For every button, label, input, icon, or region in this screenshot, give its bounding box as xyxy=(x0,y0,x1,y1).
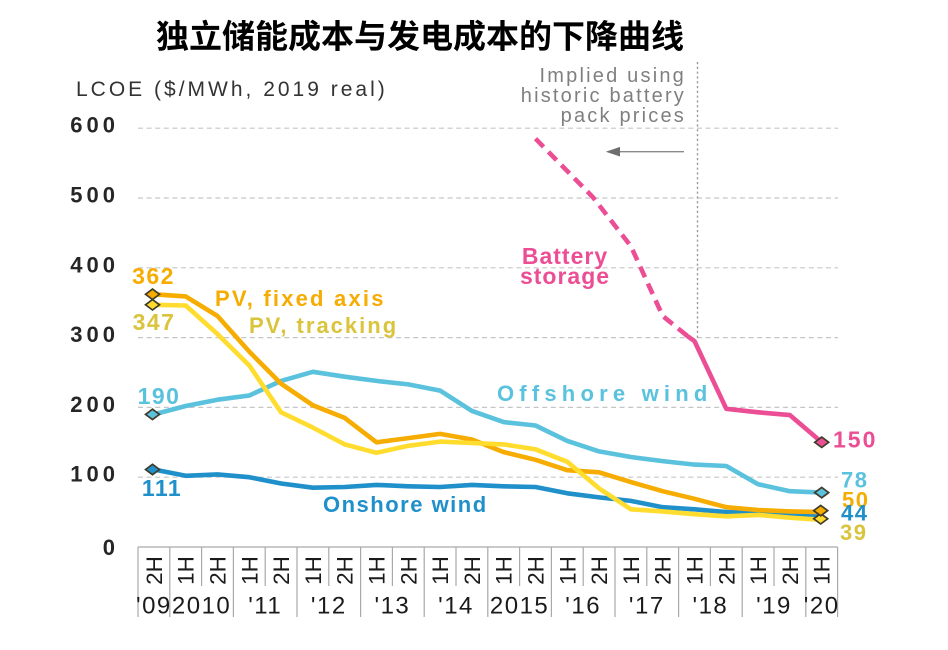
svg-text:190: 190 xyxy=(138,383,181,409)
svg-text:historic battery: historic battery xyxy=(521,85,686,107)
svg-text:2H: 2H xyxy=(714,556,739,585)
svg-text:1H: 1H xyxy=(683,556,708,585)
svg-text:'18: '18 xyxy=(693,593,729,620)
svg-text:1H: 1H xyxy=(746,556,771,585)
svg-text:2H: 2H xyxy=(269,556,294,585)
svg-text:362: 362 xyxy=(132,263,175,289)
svg-text:2H: 2H xyxy=(396,556,421,585)
svg-text:600: 600 xyxy=(70,113,119,138)
svg-text:'14: '14 xyxy=(438,593,474,620)
svg-text:2H: 2H xyxy=(460,556,485,585)
svg-text:Battery: Battery xyxy=(522,243,608,269)
svg-text:1H: 1H xyxy=(619,556,644,585)
svg-text:'16: '16 xyxy=(565,593,601,620)
svg-text:'17: '17 xyxy=(629,593,665,620)
svg-text:2010: 2010 xyxy=(172,593,231,620)
svg-text:Offshore wind: Offshore wind xyxy=(497,381,713,406)
svg-text:LCOE ($/MWh, 2019 real): LCOE ($/MWh, 2019 real) xyxy=(76,78,388,101)
svg-text:2H: 2H xyxy=(333,556,358,585)
svg-text:1H: 1H xyxy=(810,556,835,585)
svg-text:'09: '09 xyxy=(136,593,172,620)
svg-text:1H: 1H xyxy=(174,556,199,585)
svg-text:pack prices: pack prices xyxy=(561,105,686,127)
svg-text:'13: '13 xyxy=(375,593,411,620)
svg-text:300: 300 xyxy=(70,322,119,347)
svg-text:Implied using: Implied using xyxy=(540,65,686,87)
svg-text:storage: storage xyxy=(520,263,610,289)
svg-text:2H: 2H xyxy=(206,556,231,585)
svg-text:44: 44 xyxy=(841,501,868,526)
svg-text:'11: '11 xyxy=(248,593,282,620)
svg-text:2H: 2H xyxy=(524,556,549,585)
svg-text:1H: 1H xyxy=(365,556,390,585)
svg-text:500: 500 xyxy=(70,183,119,208)
svg-text:39: 39 xyxy=(840,520,867,545)
svg-text:0: 0 xyxy=(103,535,119,560)
svg-text:'20: '20 xyxy=(804,593,840,620)
svg-text:PV, fixed axis: PV, fixed axis xyxy=(215,286,386,311)
svg-text:1H: 1H xyxy=(237,556,262,585)
svg-text:'19: '19 xyxy=(756,593,792,620)
svg-text:2H: 2H xyxy=(778,556,803,585)
svg-text:Onshore wind: Onshore wind xyxy=(323,492,488,517)
svg-text:2015: 2015 xyxy=(490,593,549,620)
svg-text:'12: '12 xyxy=(311,593,347,620)
svg-text:150: 150 xyxy=(833,427,877,453)
svg-text:1H: 1H xyxy=(555,556,580,585)
svg-text:2H: 2H xyxy=(587,556,612,585)
svg-text:PV, tracking: PV, tracking xyxy=(249,313,398,338)
svg-text:111: 111 xyxy=(142,475,182,501)
svg-text:2H: 2H xyxy=(142,556,167,585)
svg-text:400: 400 xyxy=(70,252,119,277)
svg-text:50: 50 xyxy=(842,488,869,513)
svg-text:200: 200 xyxy=(70,392,119,417)
svg-text:347: 347 xyxy=(133,309,176,335)
svg-text:78: 78 xyxy=(841,468,868,493)
svg-text:100: 100 xyxy=(70,462,119,487)
svg-text:1H: 1H xyxy=(301,556,326,585)
svg-text:1H: 1H xyxy=(492,556,517,585)
svg-text:1H: 1H xyxy=(428,556,453,585)
svg-text:2H: 2H xyxy=(651,556,676,585)
